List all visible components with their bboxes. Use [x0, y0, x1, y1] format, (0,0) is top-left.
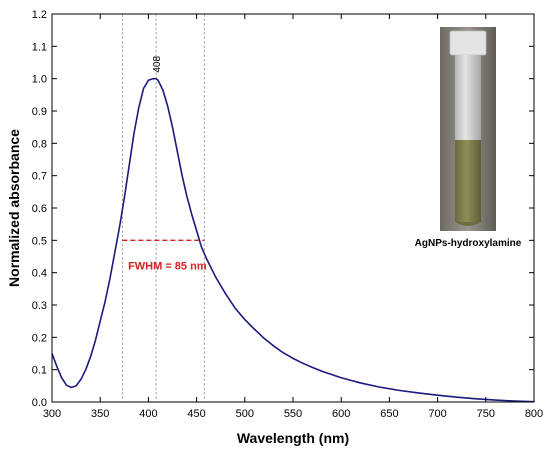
- y-tick-label: 0.3: [32, 300, 47, 312]
- y-tick-label: 0.9: [32, 106, 47, 118]
- x-tick-label: 550: [284, 408, 302, 420]
- vial-cap: [449, 30, 487, 56]
- vial-bottom: [455, 222, 481, 226]
- y-axis-title: Normalized absorbance: [6, 129, 22, 287]
- x-tick-label: 800: [525, 408, 543, 420]
- x-tick-label: 350: [91, 408, 109, 420]
- y-tick-label: 0.8: [32, 138, 47, 150]
- y-tick-label: 0.0: [32, 397, 47, 409]
- x-tick-label: 500: [236, 408, 254, 420]
- vial-glass: [455, 55, 481, 140]
- y-tick-label: 1.1: [32, 41, 47, 53]
- absorbance-series-line: [51, 77, 535, 403]
- y-tick-label: 0.2: [32, 332, 47, 344]
- y-tick-label: 1.2: [32, 9, 47, 21]
- x-tick-label: 700: [428, 408, 446, 420]
- y-tick-label: 0.7: [32, 171, 47, 183]
- x-tick-label: 300: [43, 408, 61, 420]
- y-tick-label: 0.4: [32, 268, 47, 280]
- x-tick-label: 750: [477, 408, 495, 420]
- x-tick-label: 400: [139, 408, 157, 420]
- x-axis-title: Wavelength (nm): [237, 430, 349, 446]
- x-tick-label: 600: [332, 408, 350, 420]
- vial-photo-inset: AgNPs-hydroxylamine: [415, 27, 522, 249]
- vial-liquid: [455, 140, 481, 222]
- fwhm-label: FWHM = 85 nm: [128, 260, 207, 272]
- x-tick-label: 650: [380, 408, 398, 420]
- y-tick-label: 0.5: [32, 235, 47, 247]
- peak-label: 408: [152, 56, 163, 73]
- y-tick-label: 0.1: [32, 365, 47, 377]
- inset-caption: AgNPs-hydroxylamine: [415, 238, 522, 249]
- x-tick-label: 450: [187, 408, 205, 420]
- y-tick-label: 0.6: [32, 203, 47, 215]
- y-tick-label: 1.0: [32, 74, 47, 86]
